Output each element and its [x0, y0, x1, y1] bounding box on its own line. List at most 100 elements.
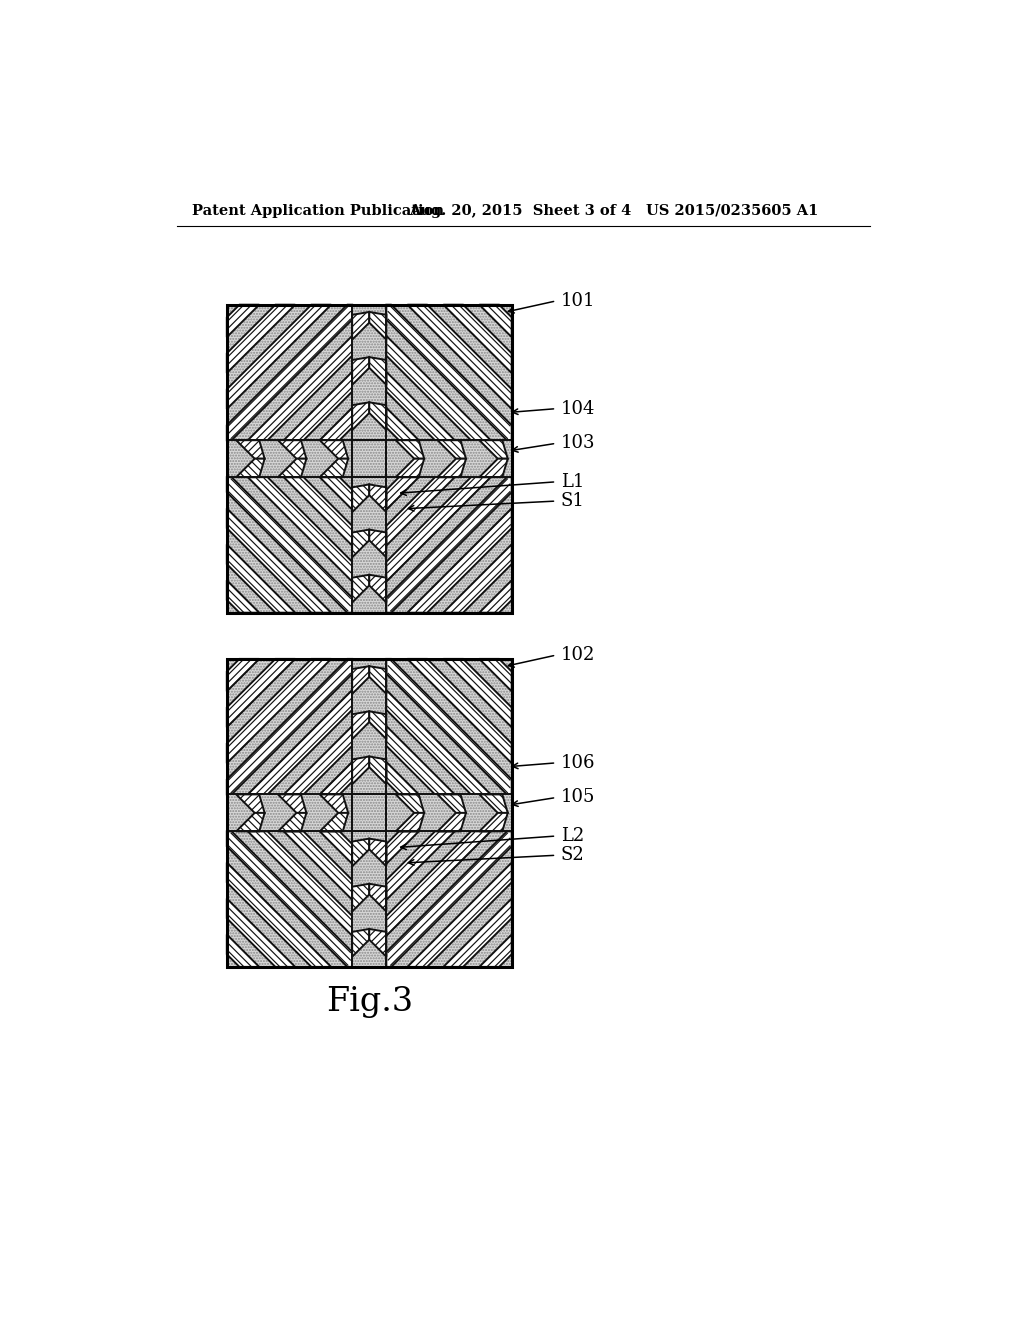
Bar	[352, 659, 386, 966]
Polygon shape	[370, 884, 386, 912]
Polygon shape	[443, 659, 512, 727]
Bar	[226, 441, 512, 478]
Polygon shape	[479, 441, 508, 459]
Polygon shape	[248, 478, 352, 582]
Polygon shape	[352, 711, 370, 739]
Polygon shape	[319, 832, 352, 863]
Polygon shape	[319, 762, 352, 795]
Polygon shape	[248, 690, 352, 795]
Polygon shape	[284, 372, 352, 441]
Text: L2: L2	[561, 828, 585, 845]
Polygon shape	[226, 659, 331, 763]
Polygon shape	[386, 659, 512, 795]
Polygon shape	[319, 813, 348, 832]
Text: 102: 102	[561, 645, 595, 664]
Polygon shape	[386, 832, 455, 900]
Polygon shape	[352, 574, 370, 602]
Polygon shape	[248, 832, 352, 936]
Text: 103: 103	[561, 434, 596, 453]
Polygon shape	[386, 690, 490, 795]
Polygon shape	[408, 508, 512, 612]
Text: S1: S1	[561, 492, 585, 510]
Polygon shape	[352, 358, 370, 385]
Bar	[352, 441, 386, 478]
Polygon shape	[386, 478, 512, 612]
Polygon shape	[226, 508, 331, 612]
Polygon shape	[386, 726, 455, 795]
Polygon shape	[278, 795, 306, 813]
Polygon shape	[226, 581, 259, 612]
Text: S2: S2	[561, 846, 585, 865]
Polygon shape	[278, 441, 306, 459]
Polygon shape	[479, 459, 508, 478]
Polygon shape	[226, 305, 352, 441]
Bar	[226, 659, 512, 966]
Text: Fig.3: Fig.3	[326, 986, 413, 1018]
Bar	[226, 305, 512, 612]
Polygon shape	[352, 667, 370, 694]
Polygon shape	[386, 832, 490, 936]
Polygon shape	[284, 726, 352, 795]
Polygon shape	[226, 832, 352, 966]
Polygon shape	[319, 441, 348, 459]
Polygon shape	[319, 459, 348, 478]
Polygon shape	[370, 756, 386, 784]
Polygon shape	[386, 305, 512, 441]
Polygon shape	[370, 838, 386, 866]
Bar	[226, 659, 512, 966]
Polygon shape	[352, 884, 370, 912]
Polygon shape	[237, 441, 264, 459]
Polygon shape	[319, 408, 352, 441]
Polygon shape	[237, 795, 264, 813]
Polygon shape	[443, 305, 512, 374]
Polygon shape	[226, 862, 331, 966]
Polygon shape	[352, 756, 370, 784]
Bar	[352, 659, 386, 966]
Text: 106: 106	[561, 754, 596, 772]
Bar	[352, 441, 386, 478]
Polygon shape	[386, 408, 419, 441]
Bar	[226, 441, 512, 478]
Polygon shape	[370, 312, 386, 339]
Polygon shape	[226, 659, 352, 795]
Polygon shape	[437, 441, 466, 459]
Polygon shape	[370, 403, 386, 430]
Polygon shape	[352, 403, 370, 430]
Polygon shape	[226, 899, 295, 966]
Polygon shape	[386, 832, 512, 966]
Polygon shape	[386, 478, 490, 582]
Bar	[352, 305, 386, 612]
Polygon shape	[370, 484, 386, 512]
Text: 105: 105	[561, 788, 595, 807]
Polygon shape	[352, 929, 370, 957]
Polygon shape	[370, 929, 386, 957]
Polygon shape	[370, 711, 386, 739]
Polygon shape	[370, 574, 386, 602]
Bar	[352, 305, 386, 612]
Polygon shape	[237, 813, 264, 832]
Bar	[226, 795, 512, 832]
Polygon shape	[352, 312, 370, 339]
Text: L1: L1	[561, 473, 585, 491]
Bar	[352, 659, 386, 966]
Polygon shape	[226, 305, 259, 337]
Polygon shape	[386, 372, 455, 441]
Polygon shape	[386, 832, 419, 863]
Polygon shape	[352, 484, 370, 512]
Polygon shape	[226, 478, 352, 612]
Bar	[226, 795, 512, 832]
Bar	[352, 795, 386, 832]
Text: 104: 104	[561, 400, 595, 417]
Bar	[226, 795, 512, 832]
Polygon shape	[408, 305, 512, 409]
Polygon shape	[386, 762, 419, 795]
Polygon shape	[237, 459, 264, 478]
Polygon shape	[479, 581, 512, 612]
Text: Aug. 20, 2015  Sheet 3 of 4: Aug. 20, 2015 Sheet 3 of 4	[410, 203, 632, 218]
Polygon shape	[443, 899, 512, 966]
Polygon shape	[386, 335, 490, 441]
Bar	[226, 659, 512, 966]
Polygon shape	[226, 935, 259, 966]
Text: US 2015/0235605 A1: US 2015/0235605 A1	[646, 203, 819, 218]
Bar	[226, 305, 512, 612]
